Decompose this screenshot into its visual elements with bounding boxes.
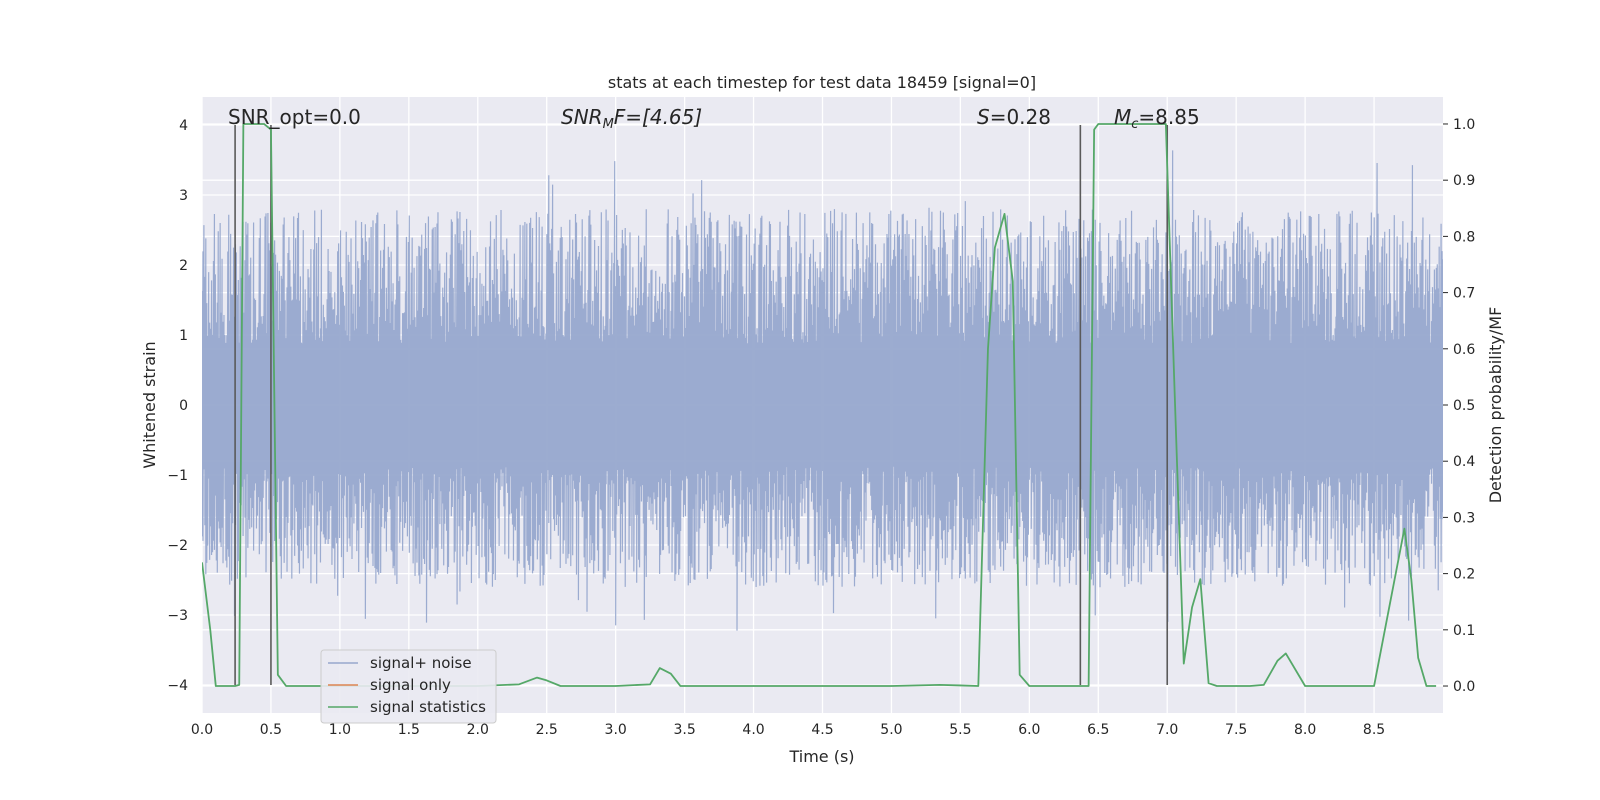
x-tick-label: 8.5 <box>1363 722 1385 738</box>
legend: signal+ noise signal only signal statist… <box>320 649 497 724</box>
x-tick-label: 0.0 <box>191 722 213 738</box>
y-right-tick-labels: 1.0 0.9 0.8 0.7 0.6 0.5 0.4 0.3 0.2 0.1 0.0 <box>1443 117 1475 695</box>
y-tick-labels: 4 3 2 1 0 −1 −2 −3 −4 <box>167 118 188 694</box>
y-tick-label: 1 <box>179 328 188 344</box>
x-tick-label: 8.0 <box>1294 722 1316 738</box>
y-right-tick-label: 0.0 <box>1453 679 1475 695</box>
annotation-mc: Mc=8.85 <box>1114 105 1200 132</box>
y-right-tick-label: 1.0 <box>1453 117 1475 133</box>
x-tick-label: 2.5 <box>536 722 558 738</box>
y-right-tick-label: 0.5 <box>1453 398 1475 414</box>
y-right-tick-label: 0.9 <box>1453 173 1475 189</box>
x-tick-label: 2.0 <box>467 722 489 738</box>
y-right-tick-label: 0.6 <box>1453 342 1475 358</box>
x-tick-label: 6.0 <box>1018 722 1040 738</box>
legend-label-signal-only: signal only <box>370 676 451 694</box>
legend-box <box>320 649 497 724</box>
series-signal-statistics <box>202 123 1437 687</box>
snr-mf-base: SNR <box>561 105 603 129</box>
x-tick-label: 3.5 <box>673 722 695 738</box>
x-tick-label: 0.5 <box>260 722 282 738</box>
y-tick-label: −2 <box>167 538 188 554</box>
legend-label-signal-statistics: signal statistics <box>370 698 486 716</box>
y-right-tick-label: 0.4 <box>1453 454 1475 470</box>
x-tick-label: 5.5 <box>949 722 971 738</box>
s-label: S <box>977 105 990 129</box>
x-tick-label: 7.0 <box>1156 722 1178 738</box>
y-right-tick-label: 0.7 <box>1453 286 1475 302</box>
x-axis-label: Time (s) <box>788 747 854 766</box>
marker-lines <box>234 125 1169 685</box>
y-right-axis-label: Detection probability/MF <box>1486 307 1505 504</box>
y-tick-label: 0 <box>179 398 188 414</box>
x-tick-label: 4.0 <box>742 722 764 738</box>
s-value: =0.28 <box>990 105 1051 129</box>
y-right-tick-label: 0.1 <box>1453 623 1475 639</box>
noise-trace <box>202 150 1443 631</box>
y-axis-label: Whitened strain <box>140 341 159 468</box>
x-tick-labels: 0.0 0.5 1.0 1.5 2.0 2.5 3.0 3.5 4.0 4.5 5.0 5.5 6.0 6… <box>191 722 1385 738</box>
mc-value: =8.85 <box>1138 105 1199 129</box>
y-tick-label: 2 <box>179 258 188 274</box>
legend-label-signal-noise: signal+ noise <box>370 654 472 672</box>
x-tick-label: 6.5 <box>1087 722 1109 738</box>
series-signal-noise <box>202 150 1443 631</box>
annotation-snr-mf: SNRMF=[4.65] <box>561 105 702 132</box>
y-right-tick-label: 0.8 <box>1453 229 1475 245</box>
snr-mf-sub: M <box>603 117 614 132</box>
annotation-snr-opt: SNR_opt=0.0 <box>228 105 361 129</box>
mc-base: M <box>1114 105 1131 129</box>
y-tick-label: −3 <box>167 608 188 624</box>
x-tick-label: 3.0 <box>605 722 627 738</box>
x-tick-label: 5.0 <box>880 722 902 738</box>
x-tick-label: 1.0 <box>329 722 351 738</box>
x-tick-label: 7.5 <box>1225 722 1247 738</box>
y-tick-label: −4 <box>167 678 188 694</box>
snr-mf-rest: F=[4.65] <box>614 105 702 129</box>
x-tick-label: 1.5 <box>398 722 420 738</box>
y-tick-label: 3 <box>179 188 188 204</box>
y-tick-label: −1 <box>167 468 188 484</box>
chart-title: stats at each timestep for test data 184… <box>608 73 1036 92</box>
y-tick-label: 4 <box>179 118 188 134</box>
y-right-tick-label: 0.2 <box>1453 567 1475 583</box>
x-tick-label: 4.5 <box>811 722 833 738</box>
mc-sub: c <box>1131 117 1138 132</box>
signal-statistics-line <box>202 123 1437 687</box>
annotation-s: S=0.28 <box>977 105 1051 129</box>
y-right-tick-label: 0.3 <box>1453 510 1475 526</box>
